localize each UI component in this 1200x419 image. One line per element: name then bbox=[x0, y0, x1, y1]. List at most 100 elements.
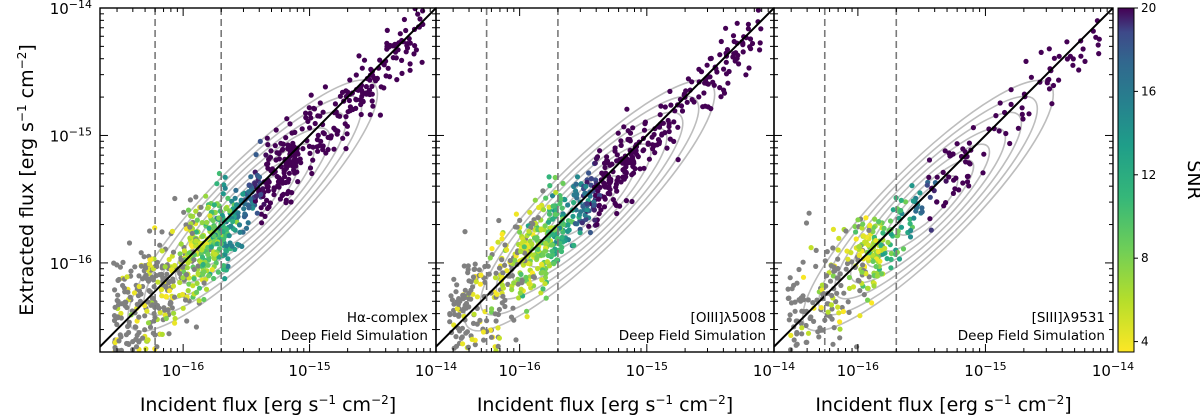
data-point bbox=[592, 217, 598, 223]
data-point bbox=[816, 334, 822, 340]
data-point bbox=[229, 243, 235, 249]
data-point bbox=[162, 307, 168, 313]
data-point bbox=[344, 123, 350, 129]
data-point bbox=[554, 231, 560, 237]
data-point bbox=[496, 306, 502, 313]
data-point bbox=[253, 193, 259, 199]
data-point bbox=[522, 250, 528, 256]
data-point bbox=[1028, 74, 1034, 80]
data-point bbox=[746, 65, 752, 71]
data-point bbox=[612, 148, 618, 154]
data-point bbox=[568, 218, 574, 224]
data-points bbox=[447, 8, 764, 352]
data-point bbox=[618, 138, 624, 144]
data-point bbox=[534, 235, 540, 241]
data-point bbox=[900, 246, 907, 252]
data-point bbox=[474, 321, 480, 327]
data-point bbox=[614, 158, 620, 164]
data-point bbox=[848, 250, 854, 256]
data-point bbox=[196, 298, 202, 304]
data-point bbox=[283, 162, 289, 168]
data-point bbox=[420, 8, 426, 14]
data-point bbox=[839, 304, 845, 311]
data-point bbox=[488, 334, 495, 340]
data-point bbox=[459, 334, 465, 340]
data-point bbox=[462, 229, 468, 235]
data-point bbox=[1019, 105, 1025, 111]
data-point bbox=[602, 196, 608, 202]
data-point bbox=[477, 281, 483, 287]
data-point bbox=[817, 325, 823, 331]
data-point bbox=[419, 59, 425, 65]
data-point bbox=[667, 136, 673, 142]
data-point bbox=[277, 196, 283, 202]
data-point bbox=[320, 130, 326, 136]
data-point bbox=[307, 165, 314, 171]
data-point bbox=[758, 26, 764, 32]
data-point bbox=[237, 229, 243, 235]
data-point bbox=[623, 164, 629, 170]
data-point bbox=[115, 292, 121, 298]
data-point bbox=[1023, 58, 1029, 64]
data-point bbox=[599, 170, 605, 176]
data-point bbox=[367, 112, 373, 118]
data-point bbox=[732, 58, 738, 64]
data-point bbox=[946, 174, 952, 180]
data-point bbox=[499, 231, 505, 237]
data-point bbox=[295, 179, 301, 185]
data-point bbox=[546, 211, 553, 217]
data-point bbox=[666, 128, 672, 135]
data-point bbox=[1008, 87, 1014, 93]
data-point bbox=[734, 20, 740, 26]
data-point bbox=[549, 193, 556, 199]
data-point bbox=[853, 236, 859, 242]
data-point bbox=[627, 130, 634, 136]
data-point bbox=[718, 38, 724, 45]
data-point bbox=[194, 289, 200, 295]
data-point bbox=[624, 106, 630, 112]
data-point bbox=[675, 124, 681, 130]
data-point bbox=[345, 109, 351, 115]
data-point bbox=[799, 325, 805, 331]
data-point bbox=[185, 260, 191, 266]
data-point bbox=[796, 266, 802, 273]
data-point bbox=[155, 279, 161, 285]
data-point bbox=[143, 346, 149, 352]
data-point bbox=[610, 197, 617, 203]
data-point bbox=[205, 251, 211, 258]
data-point bbox=[559, 234, 565, 240]
data-point bbox=[874, 273, 881, 279]
data-point bbox=[538, 290, 544, 296]
data-point bbox=[194, 217, 200, 223]
data-point bbox=[845, 299, 851, 305]
data-point bbox=[566, 227, 572, 233]
data-point bbox=[477, 317, 483, 323]
data-point bbox=[127, 294, 133, 300]
data-point bbox=[306, 143, 312, 149]
data-point bbox=[258, 205, 264, 211]
data-point bbox=[843, 266, 849, 272]
data-point bbox=[504, 268, 510, 274]
data-point bbox=[927, 216, 933, 222]
data-point bbox=[560, 180, 566, 186]
data-point bbox=[860, 233, 867, 239]
data-point bbox=[220, 191, 226, 197]
data-point bbox=[117, 332, 123, 338]
data-point bbox=[604, 160, 610, 166]
data-point bbox=[800, 274, 807, 280]
data-point bbox=[190, 283, 196, 289]
data-point bbox=[287, 148, 293, 154]
data-point bbox=[947, 153, 953, 159]
data-point bbox=[212, 251, 218, 257]
data-point bbox=[878, 242, 884, 248]
data-point bbox=[481, 337, 487, 343]
data-point bbox=[740, 49, 746, 55]
data-point bbox=[743, 72, 749, 78]
data-point bbox=[223, 205, 229, 212]
data-point bbox=[591, 202, 597, 208]
data-point bbox=[508, 314, 515, 320]
data-point bbox=[1078, 53, 1084, 59]
data-point bbox=[289, 190, 295, 196]
data-point bbox=[954, 141, 960, 147]
data-point bbox=[928, 227, 934, 233]
